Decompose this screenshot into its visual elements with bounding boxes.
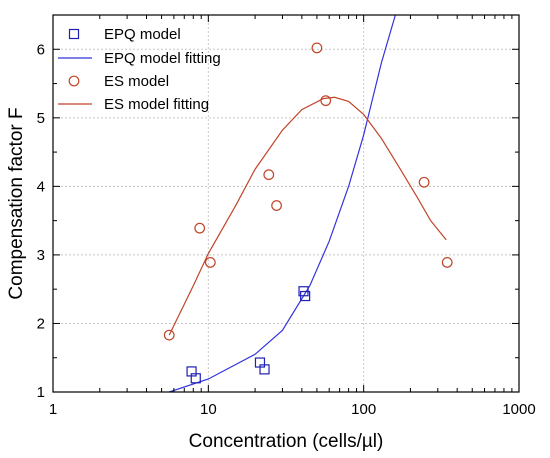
x-tick-label: 10 bbox=[200, 401, 217, 418]
es-model-fitting-line bbox=[168, 96, 447, 336]
y-axis-label: Compensation factor F bbox=[6, 107, 27, 299]
legend-symbol-es-model bbox=[68, 75, 80, 87]
es-model-point bbox=[311, 42, 323, 54]
es-model-point bbox=[263, 169, 275, 181]
epq-model-fitting-line bbox=[169, 15, 396, 392]
y-tick-label: 3 bbox=[37, 247, 45, 264]
y-tick-label: 6 bbox=[37, 41, 45, 58]
legend-label-epq-model: EPQ model bbox=[104, 26, 181, 43]
x-tick-label: 1000 bbox=[502, 401, 535, 418]
legend-label-epq-model-fitting: EPQ model fitting bbox=[104, 50, 221, 67]
es-model-point bbox=[271, 200, 282, 211]
y-tick-label: 5 bbox=[37, 110, 45, 127]
es-model-point bbox=[163, 329, 175, 341]
es-model-point bbox=[418, 176, 430, 188]
es-model-point bbox=[320, 95, 332, 107]
es-model-point bbox=[194, 222, 206, 234]
legend-label-es-model-fitting: ES model fitting bbox=[104, 96, 209, 113]
y-tick-label: 4 bbox=[37, 178, 45, 195]
x-axis-label: Concentration (cells/µl) bbox=[189, 431, 384, 452]
x-tick-label: 100 bbox=[351, 401, 376, 418]
legend: EPQ model EPQ model fitting ES model ES mod… bbox=[58, 26, 221, 113]
plot-frame bbox=[52, 14, 520, 393]
y-tick-label: 2 bbox=[37, 315, 45, 332]
grid bbox=[53, 15, 519, 392]
epq-model-point bbox=[300, 290, 311, 302]
y-tick-label: 1 bbox=[37, 384, 45, 401]
series-layer bbox=[163, 15, 453, 392]
epq-model-point bbox=[259, 364, 270, 375]
legend-label-es-model: ES model bbox=[104, 73, 169, 90]
es-model-point bbox=[204, 257, 216, 268]
x-tick-label: 1 bbox=[49, 401, 57, 418]
axes: 1 10 100 1000 1 2 3 4 5 6 bbox=[37, 14, 536, 418]
es-model-point bbox=[441, 257, 453, 268]
epq-model-point bbox=[190, 373, 201, 384]
legend-symbol-epq-model bbox=[68, 28, 80, 40]
